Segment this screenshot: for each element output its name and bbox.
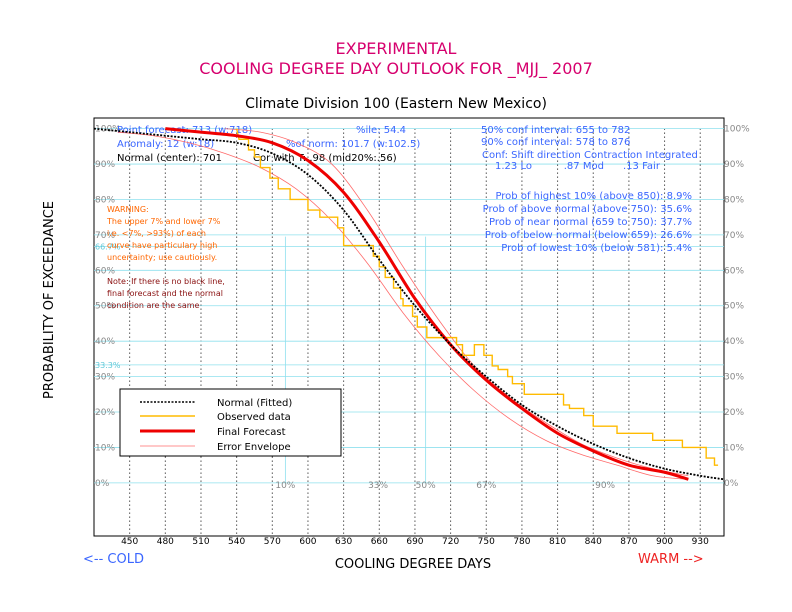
series — [93, 127, 725, 481]
tercile-label: 66.7% — [95, 243, 121, 252]
y-tick-label-left: 50% — [95, 302, 115, 312]
percentile: %ile: 54.4 — [356, 125, 406, 136]
warning-text: WARNING: The upper 7% and lower 7% i.e. … — [106, 205, 221, 262]
x-tick-label: 510 — [192, 537, 209, 547]
y-tick-label-right: 70% — [724, 231, 744, 241]
legend-box — [119, 388, 342, 457]
final-forecast-line — [165, 127, 689, 481]
y-tick-label-right: 100% — [724, 125, 750, 135]
x-tick-label: 600 — [299, 537, 316, 547]
y-tick-label-left: 80% — [95, 195, 115, 205]
axis-ticks: 450 480 510 540 570 600 630 660 690 720 750 780 810 8… — [95, 125, 750, 547]
tercile-label: 33.3% — [95, 361, 121, 370]
title-line-1: EXPERIMENTAL — [336, 39, 457, 58]
note-line: condition are the same — [107, 301, 200, 310]
conf-values: 1.23 Lo .87 Mod .13 Fair — [495, 161, 661, 172]
chart-subtitle: Climate Division 100 (Eastern New Mexico… — [245, 96, 547, 112]
y-tick-label-left: 30% — [95, 373, 115, 383]
percentile-label: 90% — [595, 481, 615, 491]
conf-interval-50: 50% conf interval: 655 to 782 — [481, 125, 630, 136]
legend-label-normal: Normal (Fitted) — [217, 398, 292, 409]
prob-highest-10: Prob of highest 10% (above 850): 8.9% — [495, 191, 692, 202]
y-tick-label-right: 30% — [724, 373, 744, 383]
x-tick-label: 720 — [442, 537, 459, 547]
y-tick-label-left: 60% — [95, 266, 115, 276]
x-tick-label: 930 — [692, 537, 709, 547]
warning-line: curve have particulary high — [107, 241, 217, 250]
y-tick-label-right: 20% — [724, 408, 744, 418]
legend-label-observed: Observed data — [217, 412, 291, 423]
y-tick-label-right: 10% — [724, 443, 744, 453]
legend: Normal (Fitted) Observed data Final Fore… — [119, 388, 342, 457]
prob-lowest-10: Prob of lowest 10% (below 581): 5.4% — [501, 243, 692, 254]
x-tick-label: 450 — [121, 537, 138, 547]
y-tick-label-right: 60% — [724, 266, 744, 276]
title-line-2: COOLING DEGREE DAY OUTLOOK FOR _MJJ_ 200… — [199, 59, 593, 79]
y-tick-label-left: 70% — [95, 231, 115, 241]
y-axis-label: PROBABILITY OF EXCEEDANCE — [42, 201, 57, 399]
anomaly: Anomaly: 12 (w:18) — [117, 139, 214, 150]
x-tick-label: 900 — [656, 537, 673, 547]
y-tick-label-right: 90% — [724, 160, 744, 170]
pct-of-normal: %of norm: 101.7 (w:102.5) — [286, 139, 420, 150]
observed-data-line — [235, 128, 719, 466]
y-tick-label-right: 0% — [724, 479, 739, 489]
legend-label-error: Error Envelope — [217, 442, 291, 453]
y-tick-label-left: 90% — [95, 160, 115, 170]
x-tick-label: 810 — [549, 537, 566, 547]
warning-line: i.e. <7%, >93%) of each — [107, 229, 206, 238]
y-tick-label-left: 40% — [95, 337, 115, 347]
x-tick-label: 570 — [264, 537, 281, 547]
x-tick-label: 630 — [335, 537, 352, 547]
prob-near-normal: Prob of near normal (659 to 750): 37.7% — [489, 217, 692, 228]
prob-above-normal: Prob of above normal (above 750): 35.6% — [483, 204, 692, 215]
x-tick-label: 690 — [406, 537, 423, 547]
x-tick-label: 780 — [513, 537, 530, 547]
y-tick-label-left: 0% — [95, 479, 110, 489]
percentile-label: 33% — [368, 481, 388, 491]
warning-line: uncertainty; use cautiously. — [107, 253, 217, 262]
y-tick-label-right: 50% — [724, 302, 744, 312]
conf-header: Conf: Shift direction Contraction Integr… — [482, 150, 698, 161]
normal-center: Normal (center): 701 — [117, 153, 222, 164]
note-line: Note: If there is no black line, — [107, 277, 225, 286]
cold-label: <-- COLD — [83, 552, 144, 567]
note-line: final forecast and the normal — [107, 289, 223, 298]
x-tick-label: 660 — [371, 537, 388, 547]
x-tick-label: 480 — [157, 537, 174, 547]
conf-interval-90: 90% conf interval: 578 to 876 — [481, 137, 630, 148]
warning-line: WARNING: — [107, 205, 149, 214]
x-tick-label: 750 — [478, 537, 495, 547]
y-tick-label-left: 20% — [95, 408, 115, 418]
error-envelope-lower-line — [117, 131, 689, 480]
warning-line: The upper 7% and lower 7% — [106, 217, 221, 226]
prob-below-normal: Prob of below normal (below 659): 26.6% — [485, 230, 692, 241]
y-tick-label-right: 80% — [724, 195, 744, 205]
x-tick-label: 840 — [585, 537, 602, 547]
y-tick-label-right: 40% — [724, 337, 744, 347]
percentile-label: 10% — [275, 481, 295, 491]
y-tick-label-left: 10% — [95, 443, 115, 453]
x-axis-label: COOLING DEGREE DAYS — [335, 557, 491, 572]
grid — [94, 128, 724, 536]
legend-label-final: Final Forecast — [217, 427, 286, 438]
plot-frame — [93, 117, 725, 537]
percentile-label: 67% — [476, 481, 496, 491]
percentile-label: 50% — [416, 481, 436, 491]
note-text: Note: If there is no black line, final f… — [107, 277, 225, 310]
x-tick-label: 540 — [228, 537, 245, 547]
warm-label: WARM --> — [638, 552, 704, 567]
x-tick-label: 870 — [620, 537, 637, 547]
